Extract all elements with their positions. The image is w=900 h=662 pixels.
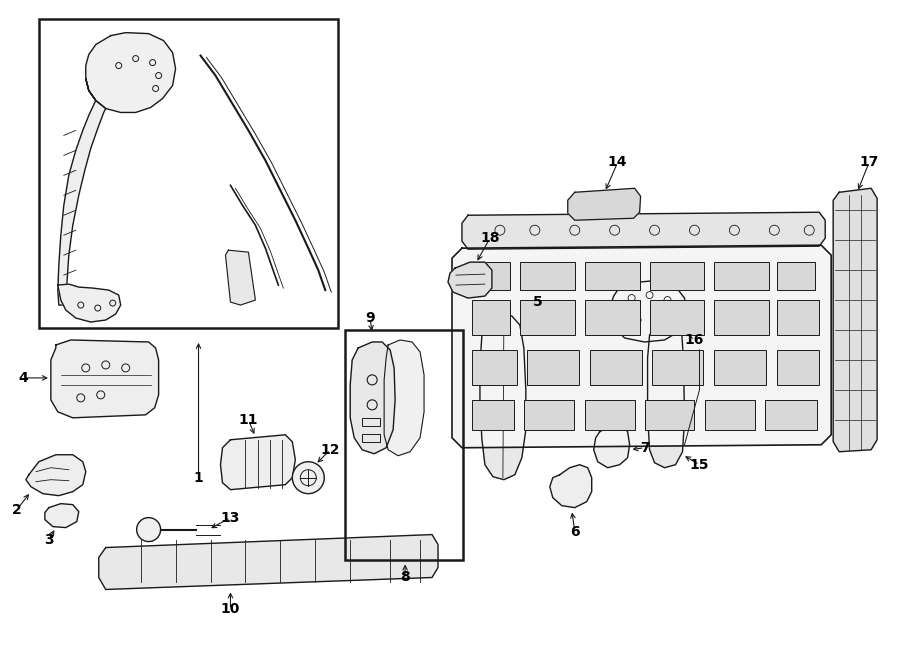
Bar (520, 262, 575, 290)
Text: 14: 14 (608, 156, 627, 169)
Bar (778, 350, 819, 385)
Text: 2: 2 (12, 502, 22, 516)
Bar (472, 262, 510, 290)
Bar (715, 300, 770, 335)
Text: 6: 6 (570, 524, 580, 539)
Circle shape (292, 461, 324, 494)
Circle shape (137, 518, 160, 542)
Polygon shape (58, 284, 121, 322)
Bar (644, 400, 695, 430)
Polygon shape (86, 32, 176, 113)
Bar (650, 262, 705, 290)
Polygon shape (448, 262, 492, 298)
Bar (585, 300, 640, 335)
Bar (715, 262, 770, 290)
Polygon shape (480, 315, 526, 480)
Text: 3: 3 (44, 532, 54, 547)
Bar (524, 400, 573, 430)
Bar (650, 300, 705, 335)
Polygon shape (648, 320, 685, 468)
Text: 9: 9 (365, 311, 375, 325)
Text: 16: 16 (685, 333, 704, 347)
Polygon shape (462, 213, 825, 249)
Polygon shape (220, 435, 295, 490)
Polygon shape (550, 465, 591, 508)
Bar (778, 300, 819, 335)
Text: 13: 13 (220, 510, 240, 524)
Bar (362, 434, 380, 442)
Bar (652, 350, 704, 385)
Text: 11: 11 (238, 413, 258, 427)
Bar (362, 418, 380, 426)
Polygon shape (568, 188, 641, 220)
Bar (765, 400, 817, 430)
Polygon shape (45, 504, 79, 528)
Text: 1: 1 (194, 471, 203, 485)
Polygon shape (58, 79, 105, 305)
Polygon shape (594, 425, 630, 468)
Bar (706, 400, 755, 430)
Bar (715, 350, 766, 385)
Polygon shape (452, 245, 832, 448)
Text: 8: 8 (400, 571, 410, 585)
Text: 12: 12 (320, 443, 340, 457)
Text: 10: 10 (220, 602, 240, 616)
Bar (585, 400, 634, 430)
Text: 18: 18 (481, 231, 500, 245)
Polygon shape (26, 455, 86, 496)
Bar (778, 262, 815, 290)
Text: 5: 5 (533, 295, 543, 309)
Text: 17: 17 (860, 156, 878, 169)
Text: 15: 15 (689, 457, 709, 472)
Polygon shape (833, 188, 878, 451)
Bar (472, 300, 510, 335)
Bar (472, 400, 514, 430)
Polygon shape (226, 250, 256, 305)
Polygon shape (609, 280, 688, 342)
Bar (585, 262, 640, 290)
Bar (590, 350, 642, 385)
Bar (520, 300, 575, 335)
Text: 7: 7 (640, 441, 650, 455)
Bar (472, 350, 517, 385)
Polygon shape (99, 535, 438, 589)
Bar (346, 330, 463, 559)
Polygon shape (384, 340, 424, 455)
Polygon shape (50, 340, 158, 418)
Polygon shape (350, 342, 395, 453)
Bar (526, 350, 579, 385)
Bar (39, 19, 338, 328)
Text: 4: 4 (18, 371, 28, 385)
